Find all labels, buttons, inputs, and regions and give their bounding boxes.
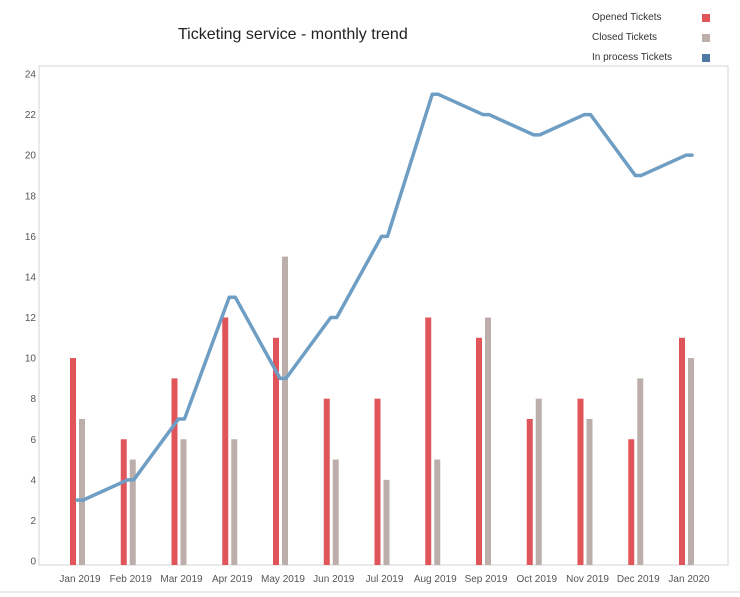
- bar-closed: [485, 317, 491, 565]
- bar-closed: [586, 418, 593, 565]
- legend-swatch-in-process: [702, 54, 710, 62]
- legend-item-opened[interactable]: Opened Tickets: [592, 8, 732, 28]
- bar-opened: [425, 317, 432, 565]
- y-tick-label: 22: [25, 110, 37, 121]
- y-tick-label: 4: [30, 475, 36, 486]
- legend-item-closed[interactable]: Closed Tickets: [592, 28, 732, 48]
- bar-closed: [332, 459, 339, 565]
- chart-title: Ticketing service - monthly trend: [178, 26, 408, 43]
- bar-opened: [577, 398, 584, 565]
- bar-opened: [526, 418, 533, 565]
- bar-opened: [273, 337, 279, 565]
- x-tick-label: Jun 2019: [313, 574, 355, 585]
- x-tick-label: Jan 2019: [59, 574, 101, 585]
- line-in-process: [75, 92, 694, 502]
- y-tick-label: 20: [25, 151, 37, 162]
- y-tick-label: 16: [25, 232, 37, 243]
- bar-opened: [679, 337, 685, 565]
- x-tick-label: Sep 2019: [465, 574, 508, 585]
- y-tick-label: 2: [30, 516, 36, 527]
- x-tick-label: Apr 2019: [212, 574, 253, 585]
- legend-label-closed: Closed Tickets: [592, 32, 658, 43]
- y-tick-label: 18: [25, 191, 37, 202]
- legend-label-in-process: In process Tickets: [592, 52, 673, 63]
- x-tick-label: Oct 2019: [516, 574, 557, 585]
- legend-swatch-closed: [702, 34, 710, 42]
- legend-item-in-process[interactable]: In process Tickets: [592, 48, 732, 68]
- bar-closed: [383, 479, 390, 565]
- bar-opened: [476, 337, 482, 565]
- bar-closed: [535, 398, 542, 565]
- y-tick-label: 6: [30, 435, 36, 446]
- x-tick-label: Mar 2019: [160, 574, 203, 585]
- bar-opened: [120, 439, 127, 565]
- x-tick-label: Dec 2019: [617, 574, 660, 585]
- bar-opened: [628, 439, 635, 565]
- bar-closed: [434, 459, 441, 565]
- x-tick-label: Jan 2020: [668, 574, 710, 585]
- bar-closed: [637, 378, 644, 565]
- legend-swatch-opened: [702, 14, 710, 22]
- legend-label-opened: Opened Tickets: [592, 12, 662, 23]
- bar-closed: [282, 256, 288, 565]
- bar-closed: [180, 439, 187, 565]
- legend: Opened Tickets Closed Tickets In process…: [592, 8, 732, 68]
- bar-opened: [374, 398, 381, 565]
- y-tick-label: 12: [25, 313, 37, 324]
- bar-opened: [323, 398, 330, 565]
- y-tick-label: 14: [25, 272, 37, 283]
- bar-opened: [171, 378, 178, 565]
- bar-closed: [129, 459, 136, 565]
- bar-opened: [222, 317, 229, 565]
- y-tick-label: 8: [30, 394, 36, 405]
- y-tick-label: 0: [30, 557, 36, 568]
- bar-closed: [688, 358, 694, 565]
- x-tick-label: Jul 2019: [366, 574, 404, 585]
- bar-opened: [70, 358, 76, 565]
- bar-closed: [231, 439, 238, 565]
- x-tick-label: Feb 2019: [110, 574, 153, 585]
- y-tick-label: 10: [25, 354, 37, 365]
- x-tick-label: Nov 2019: [566, 574, 609, 585]
- x-tick-label: May 2019: [261, 574, 305, 585]
- y-tick-label: 24: [25, 70, 37, 81]
- bar-closed: [79, 418, 85, 565]
- x-tick-label: Aug 2019: [414, 574, 457, 585]
